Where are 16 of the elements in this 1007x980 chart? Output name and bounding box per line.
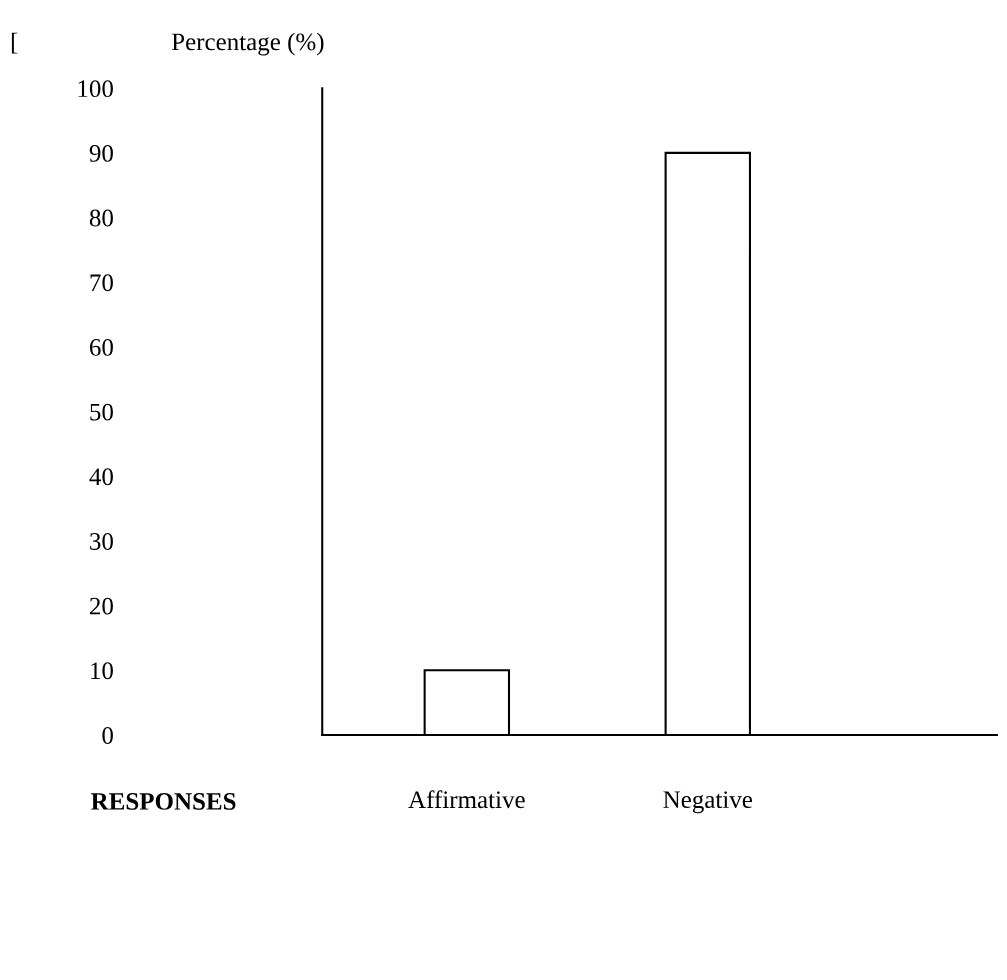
y-tick-label: 10 [91, 662, 113, 680]
y-tick-label: 90 [89, 144, 113, 162]
y-tick-label: 70 [90, 274, 113, 292]
y-tick-label: 40 [89, 468, 113, 486]
y-tick-label: 50 [90, 403, 113, 421]
x-tick-label: Negative [663, 791, 753, 814]
y-tick-label: 0 [102, 727, 113, 744]
y-tick-label: 60 [89, 338, 113, 356]
y-tick-label: 20 [90, 597, 113, 615]
x-axis-title: RESPONSES [91, 793, 236, 810]
text: [ [11, 32, 18, 54]
y-tick-label: 100 [78, 80, 113, 98]
y-tick-label: 80 [89, 209, 113, 227]
y-tick-label: 30 [90, 533, 113, 550]
y-axis-title: Percentage (%) [171, 32, 324, 56]
x-tick-label: Affirmative [408, 790, 525, 809]
